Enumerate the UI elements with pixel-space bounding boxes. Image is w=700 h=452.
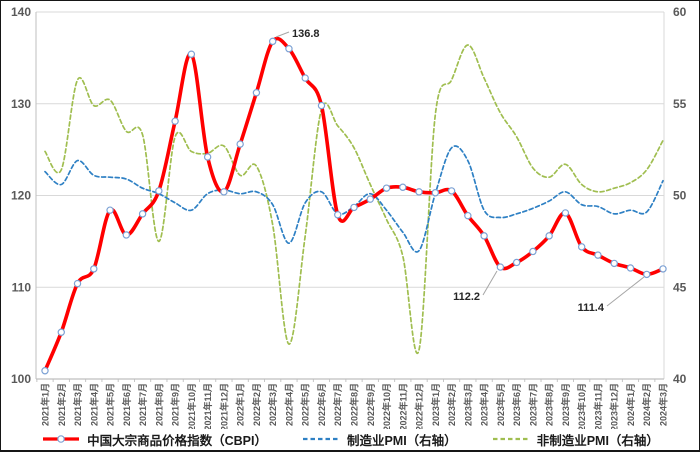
x-axis-tick: 2023年6月 [511, 383, 522, 426]
nonmfg-pmi-line-swatch [492, 437, 529, 441]
x-axis-tick: 2021年6月 [121, 383, 132, 426]
legend-label-nonmfg-pmi: 非制造业PMI（右轴） [536, 433, 659, 448]
x-axis-tick: 2023年10月 [576, 383, 587, 429]
x-axis-tick: 2023年1月 [430, 383, 441, 426]
x-axis-tick: 2022年10月 [381, 383, 392, 429]
x-axis-tick: 2024年1月 [625, 383, 636, 426]
x-axis-tick: 2022年5月 [300, 383, 311, 426]
x-axis-tick: 2021年4月 [88, 383, 99, 426]
x-axis-tick: 2022年12月 [414, 383, 425, 429]
left-axis-tick: 130 [11, 97, 31, 111]
x-axis-tick: 2022年1月 [235, 383, 246, 426]
legend-item-cbpi: 中国大宗商品价格指数（CBPI） [41, 430, 267, 449]
x-axis-tick: 2022年7月 [332, 383, 343, 426]
x-axis-tick: 2023年7月 [527, 383, 538, 426]
x-axis-tick: 2021年8月 [153, 383, 164, 426]
cbpi-line-swatch [43, 435, 80, 443]
x-axis-tick: 2024年2月 [641, 383, 652, 426]
annotation-136.8: 136.8 [292, 28, 320, 40]
right-axis-tick: 45 [673, 280, 687, 294]
x-axis-tick: 2023年5月 [495, 383, 506, 426]
x-axis-tick: 2021年9月 [170, 383, 181, 426]
annotation-111.4: 111.4 [578, 302, 605, 314]
line-chart: 136.8 112.2 111.4 100 110 120 130 140 40 45 50 55 60… [11, 5, 687, 429]
right-axis-tick: 55 [673, 97, 687, 111]
x-axis-tick: 2021年11月 [202, 383, 213, 429]
legend-item-nonmfg-pmi: 非制造业PMI（右轴） [491, 430, 659, 449]
x-axis-tick: 2022年6月 [316, 383, 327, 426]
x-axis-tick: 2022年4月 [283, 383, 294, 426]
x-axis-tick: 2023年9月 [560, 383, 571, 426]
x-axis-tick: 2023年2月 [446, 383, 457, 426]
legend-item-mfg-pmi: 制造业PMI（右轴） [301, 430, 457, 449]
x-axis-tick: 2023年4月 [479, 383, 490, 426]
x-axis-tick: 2021年1月 [40, 383, 51, 426]
x-axis-tick: 2021年5月 [105, 383, 116, 426]
legend-label-cbpi: 中国大宗商品价格指数（CBPI） [87, 433, 267, 448]
x-axis-tick: 2022年3月 [267, 383, 278, 426]
x-axis-tick: 2021年2月 [56, 383, 67, 426]
x-axis-tick: 2022年11月 [397, 383, 408, 429]
x-axis-tick: 2021年10月 [186, 383, 197, 429]
x-axis-tick: 2023年11月 [592, 383, 603, 429]
x-axis-tick: 2022年9月 [365, 383, 376, 426]
x-axis-tick: 2022年8月 [349, 383, 360, 426]
left-axis-tick: 140 [11, 5, 31, 19]
right-axis-tick: 40 [673, 372, 687, 386]
left-axis-tick: 100 [11, 372, 31, 386]
x-axis-tick: 2021年7月 [137, 383, 148, 426]
x-axis-tick: 2023年12月 [609, 383, 620, 429]
x-axis-tick: 2021年12月 [218, 383, 229, 429]
x-axis-tick: 2024年3月 [658, 383, 669, 426]
x-axis-tick: 2023年3月 [462, 383, 473, 426]
x-axis-tick: 2022年2月 [251, 383, 262, 426]
legend-label-mfg-pmi: 制造业PMI（右轴） [346, 433, 457, 448]
annotation-112.2: 112.2 [453, 291, 480, 303]
right-axis-tick: 50 [673, 189, 687, 203]
x-axis-tick: 2023年8月 [544, 383, 555, 426]
right-axis-tick: 60 [673, 5, 687, 19]
chart-legend: 中国大宗商品价格指数（CBPI） 制造业PMI（右轴） 非制造业PMI（右轴） [1, 430, 699, 448]
left-axis-tick: 120 [11, 189, 31, 203]
mfg-pmi-line-swatch [302, 437, 339, 441]
x-axis-tick: 2021年3月 [72, 383, 83, 426]
left-axis-tick: 110 [12, 280, 32, 294]
